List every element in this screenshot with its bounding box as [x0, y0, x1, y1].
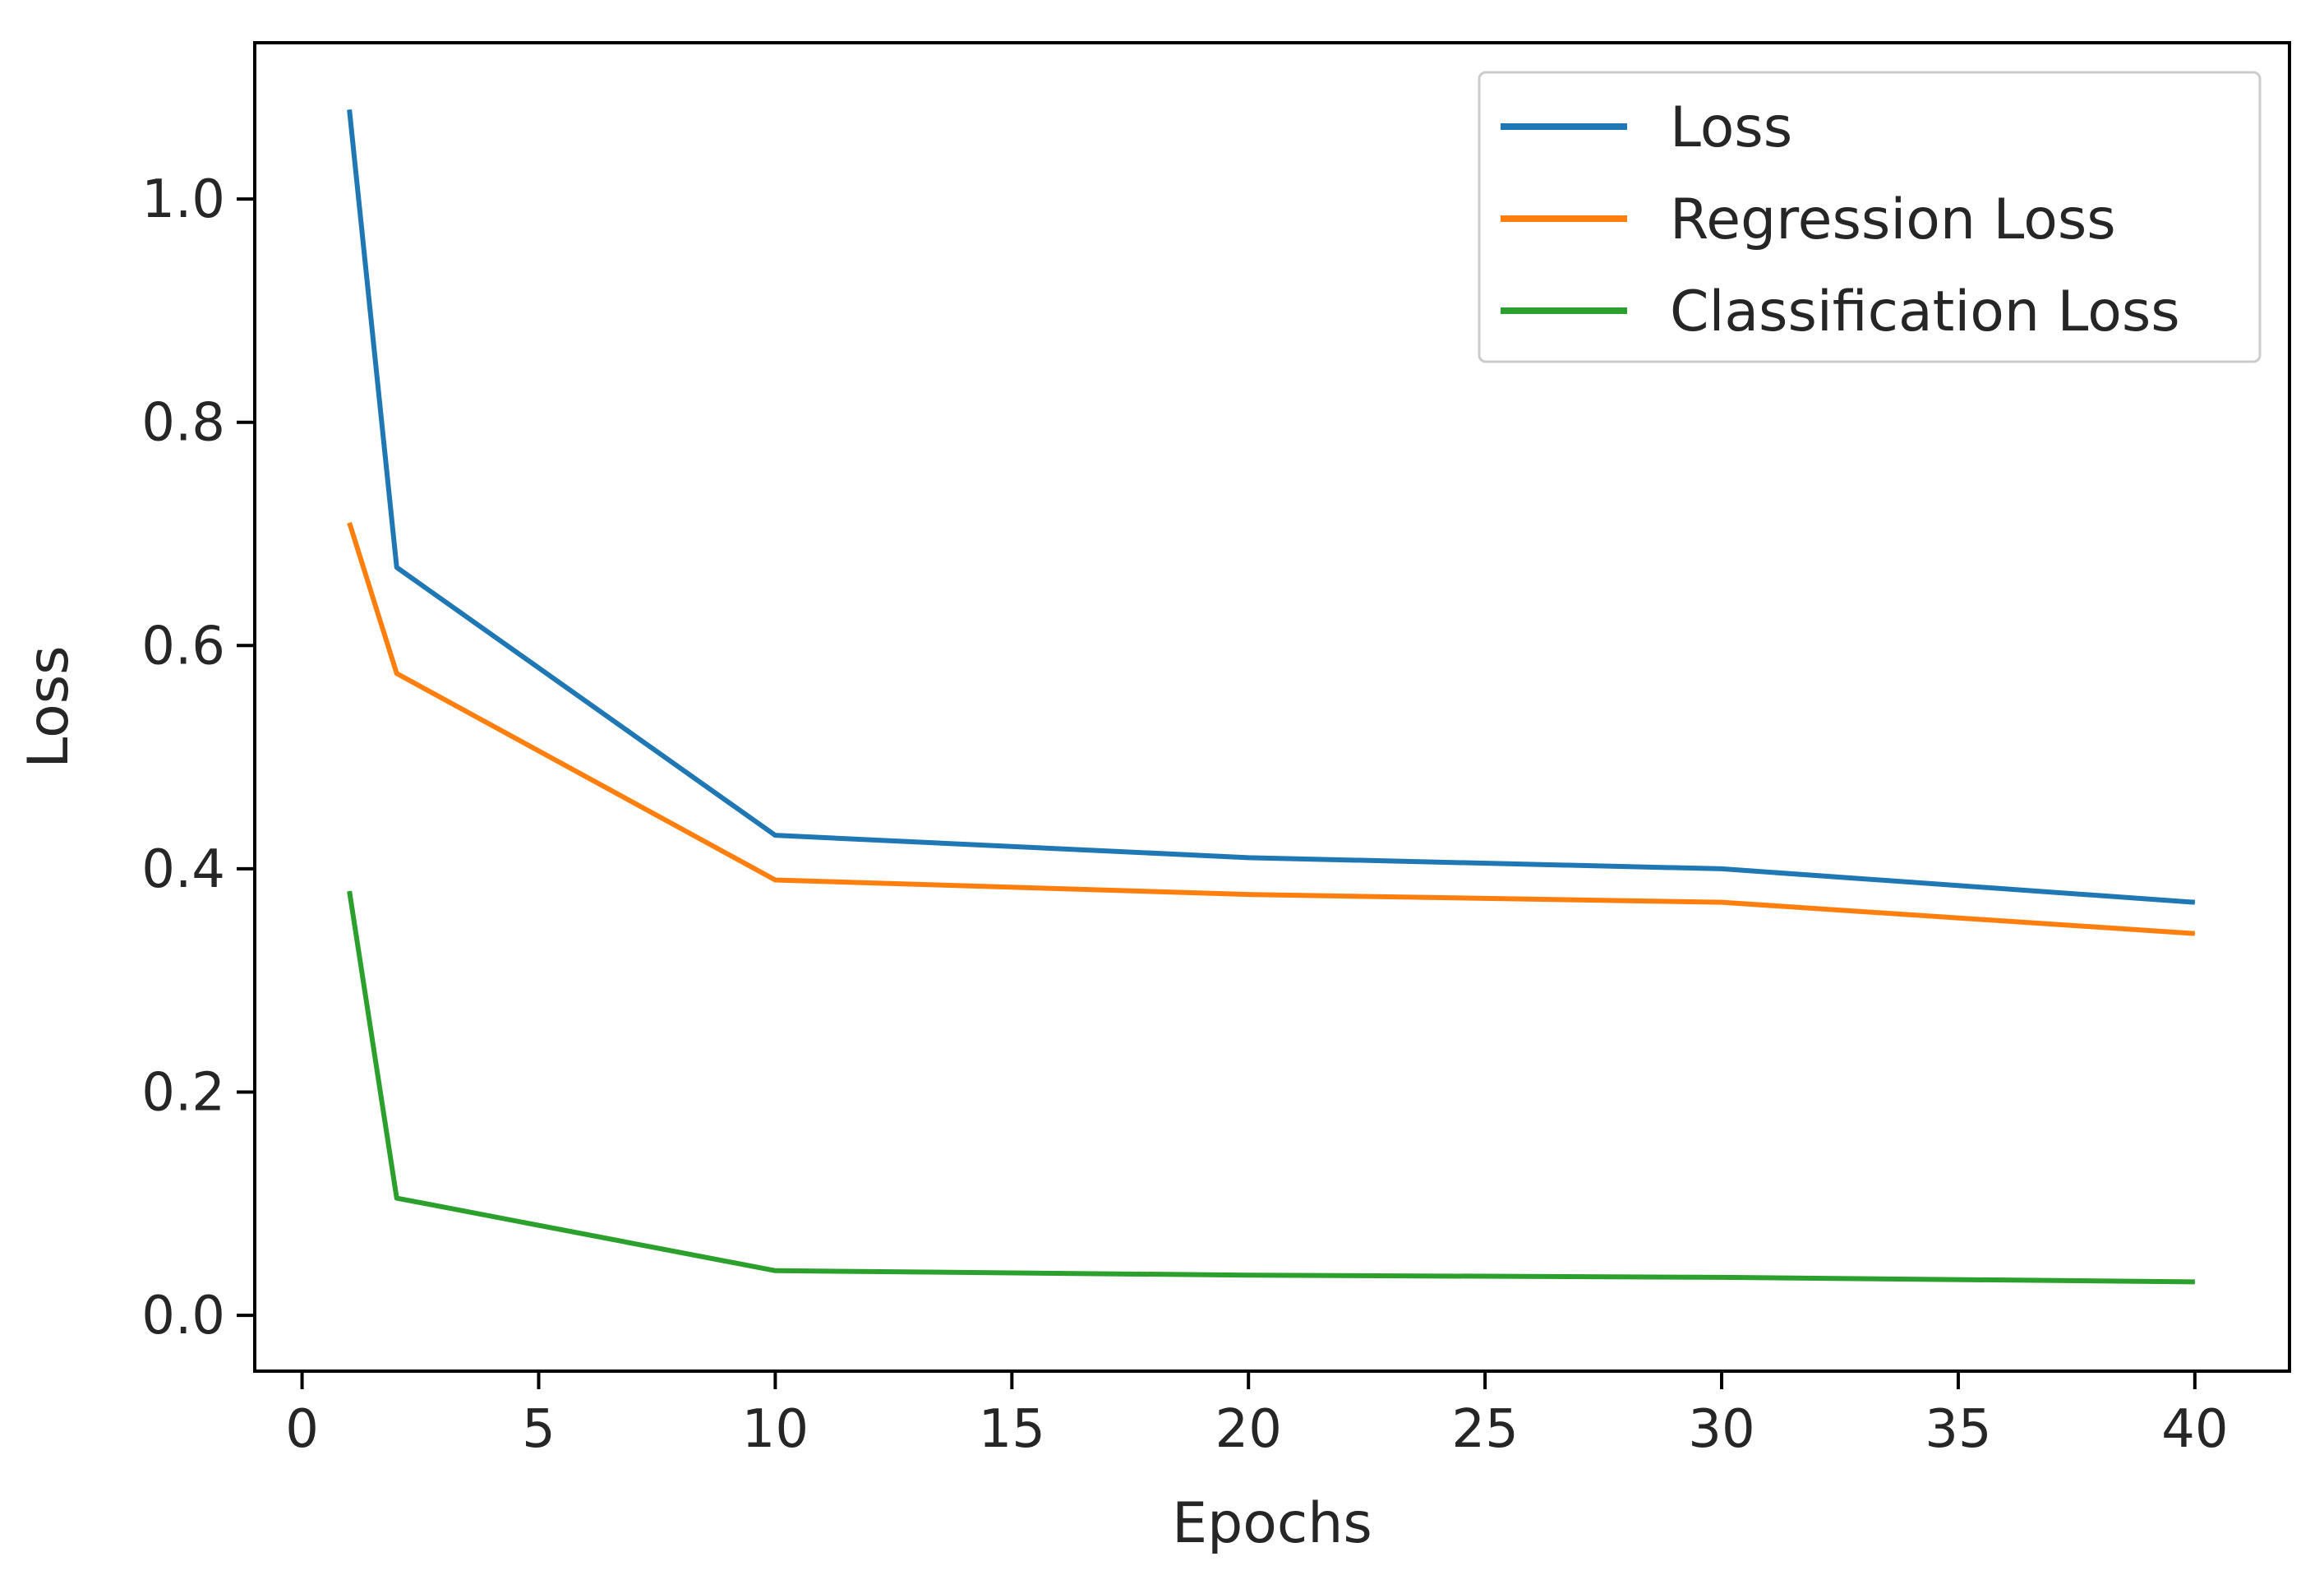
y-tick-label-0-8: 0.8 — [141, 393, 225, 454]
x-tick-label-25: 25 — [1451, 1399, 1518, 1460]
data-point-classification-loss-10 — [774, 1270, 776, 1272]
legend: Loss Regression Loss Classification Loss — [1478, 71, 2262, 363]
y-tick-label-1-0: 1.0 — [141, 169, 225, 230]
y-tick-label-0-0: 0.0 — [141, 1286, 225, 1346]
series-line-classification-loss — [347, 890, 2195, 1285]
data-point-regression-loss-1 — [348, 522, 350, 524]
series-line-regression-loss — [347, 522, 2196, 936]
x-axis-label: Epochs — [1172, 1491, 1372, 1556]
x-tick-label-5: 5 — [522, 1399, 556, 1460]
data-point-classification-loss-20 — [1247, 1274, 1249, 1276]
axes — [253, 41, 2291, 1373]
y-tick-label-0-4: 0.4 — [141, 839, 225, 900]
legend-entry-regression-loss: Regression Loss — [1670, 187, 2116, 252]
y-tick-label-0-6: 0.6 — [141, 616, 225, 677]
x-tick-label-10: 10 — [742, 1399, 809, 1460]
y-axis-ticks: 0.0 0.2 0.4 0.6 0.8 1.0 — [141, 169, 255, 1346]
x-tick-label-0: 0 — [285, 1399, 319, 1460]
data-point-classification-loss-1 — [348, 890, 350, 892]
x-tick-label-35: 35 — [1925, 1399, 1991, 1460]
legend-entry-loss: Loss — [1670, 95, 1792, 160]
data-point-regression-loss-20 — [1247, 894, 1249, 895]
data-point-loss-20 — [1247, 857, 1249, 858]
data-point-loss-10 — [774, 834, 776, 836]
x-tick-label-40: 40 — [2161, 1399, 2228, 1460]
x-tick-label-15: 15 — [979, 1399, 1045, 1460]
y-tick-label-0-2: 0.2 — [141, 1063, 225, 1124]
data-point-loss-2 — [396, 566, 398, 568]
x-axis-ticks: 0 5 10 15 20 25 30 35 40 — [285, 1371, 2229, 1460]
data-point-classification-loss-2 — [396, 1198, 398, 1199]
legend-entry-classification-loss: Classification Loss — [1670, 279, 2180, 344]
y-axis-label: Loss — [16, 645, 81, 768]
data-point-loss-1 — [348, 109, 350, 110]
data-point-loss-40 — [2194, 902, 2196, 903]
plot-area-frame — [253, 41, 2291, 1373]
data-point-regression-loss-2 — [396, 672, 398, 674]
x-tick-label-20: 20 — [1215, 1399, 1281, 1460]
series-lines — [347, 109, 2196, 1285]
data-point-regression-loss-40 — [2194, 933, 2196, 935]
x-tick-label-30: 30 — [1688, 1399, 1755, 1460]
series-line-loss — [347, 109, 2196, 905]
legend-box — [1478, 71, 2262, 363]
